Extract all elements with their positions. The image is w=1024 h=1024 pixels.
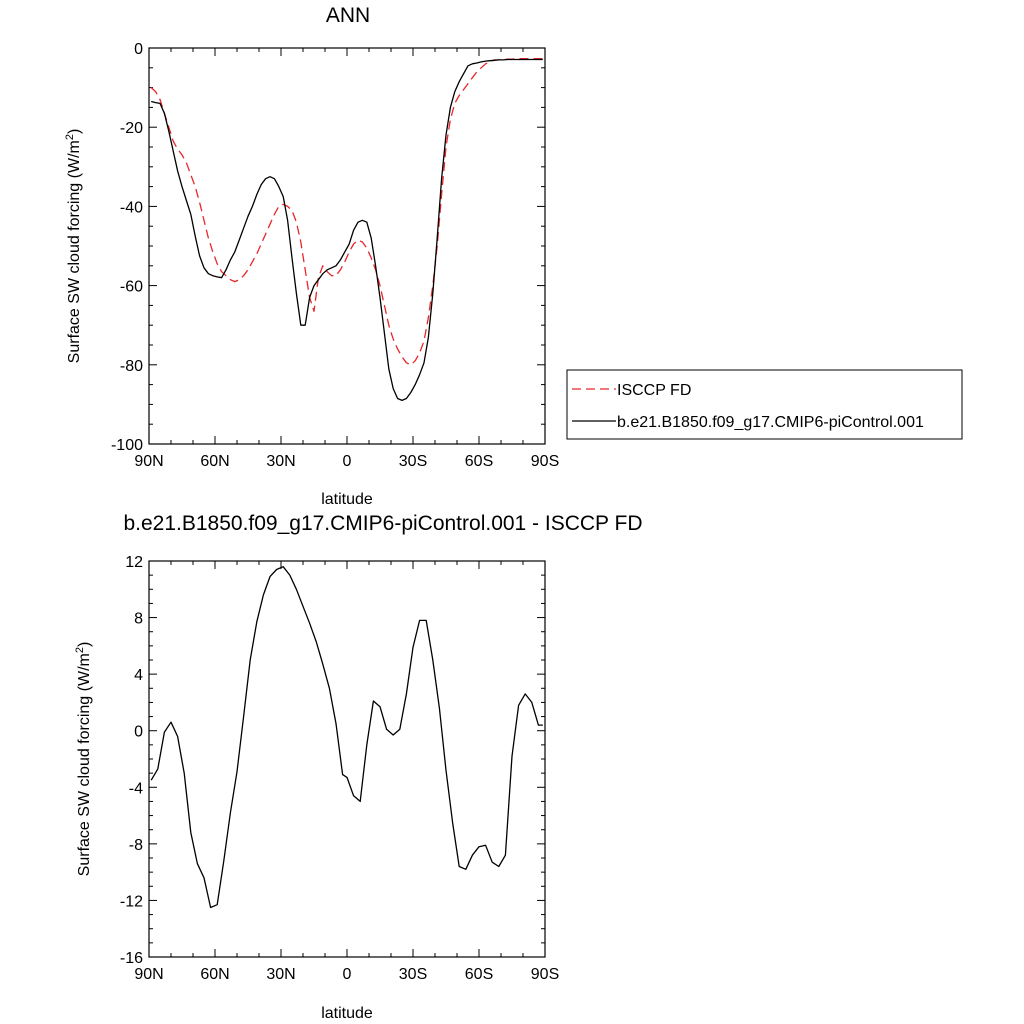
bottom-series-group: [150, 566, 543, 909]
top-y-tick-label: -60: [120, 279, 143, 296]
bottom-y-tick-label: 4: [134, 667, 143, 684]
top-y-tick-label: -40: [120, 199, 143, 216]
bottom-y-tick-label: -4: [129, 780, 143, 797]
bottom-x-tick-label: 0: [343, 966, 352, 983]
top-plot-title: ANN: [326, 4, 370, 27]
bottom-y-axis-title-sup: 2: [74, 647, 86, 653]
bottom-plot-title: b.e21.B1850.f09_g17.CMIP6-piControl.001 …: [123, 512, 642, 535]
legend-box: [566, 369, 963, 440]
top-y-tick-label: 0: [134, 41, 143, 58]
bottom-panel: b.e21.B1850.f09_g17.CMIP6-piControl.001 …: [74, 512, 643, 1022]
top-y-tick-label: -20: [120, 120, 143, 137]
bottom-series-line-0: [150, 566, 543, 909]
bottom-x-axis-title: latitude: [321, 1005, 373, 1022]
bottom-x-tick-label: 60N: [200, 966, 229, 983]
bottom-x-tick-label: 90S: [531, 966, 559, 983]
legend: ISCCP FD b.e21.B1850.f09_g17.CMIP6-piCon…: [566, 369, 963, 440]
legend-label-model: b.e21.B1850.f09_g17.CMIP6-piControl.001: [617, 414, 924, 431]
bottom-y-tick-label: -16: [120, 950, 143, 967]
legend-label-isccp: ISCCP FD: [617, 382, 691, 399]
bottom-y-axis-title: Surface SW cloud forcing (W/m2): [74, 642, 93, 877]
top-x-tick-label: 60N: [200, 453, 229, 470]
top-x-tick-label: 90N: [134, 453, 163, 470]
bottom-x-tick-label: 30N: [266, 966, 295, 983]
top-y-tick-label: -80: [120, 358, 143, 375]
top-series-line-1: [151, 58, 543, 402]
top-x-tick-label: 30N: [266, 453, 295, 470]
bottom-y-tick-label: 12: [125, 554, 143, 571]
bottom-y-axis-title-main: Surface SW cloud forcing (W/m: [76, 653, 93, 876]
top-x-axis: 90N 60N 30N 0 30S 60S 90S: [134, 48, 559, 470]
top-panel: ANN 0-20-40-60-80-100 90N 60N 30N 0 30S 60S 90…: [64, 4, 963, 508]
top-x-tick-label: 60S: [465, 453, 493, 470]
top-series-group: [150, 58, 543, 402]
top-y-axis-title-end: ): [66, 129, 83, 134]
top-plot-frame: [148, 47, 546, 445]
bottom-x-tick-label: 60S: [465, 966, 493, 983]
top-y-axis-title-sup: 2: [64, 134, 76, 140]
top-series-line-0: [150, 58, 543, 366]
bottom-x-tick-label: 30S: [399, 966, 427, 983]
bottom-y-tick-label: -8: [129, 837, 143, 854]
bottom-y-axis-title-end: ): [76, 642, 93, 647]
top-y-axis-title-main: Surface SW cloud forcing (W/m: [66, 140, 83, 363]
top-x-tick-label: 30S: [399, 453, 427, 470]
top-x-tick-label: 0: [343, 453, 352, 470]
top-y-tick-label: -100: [111, 437, 143, 454]
bottom-y-tick-label: 0: [134, 724, 143, 741]
top-x-axis-title: latitude: [321, 491, 373, 508]
bottom-x-axis: 90N 60N 30N 0 30S 60S 90S: [134, 561, 559, 983]
bottom-y-tick-label: 8: [134, 611, 143, 628]
top-y-axis-title: Surface SW cloud forcing (W/m2): [64, 129, 83, 364]
bottom-y-axis: 12 8 4 0 -4 -8 -12 -16: [120, 554, 545, 967]
top-x-tick-label: 90S: [531, 453, 559, 470]
top-y-axis: 0 -20 -40 -60 -80 -100: [111, 41, 545, 454]
bottom-x-tick-label: 90N: [134, 966, 163, 983]
bottom-y-tick-label: -12: [120, 893, 143, 910]
